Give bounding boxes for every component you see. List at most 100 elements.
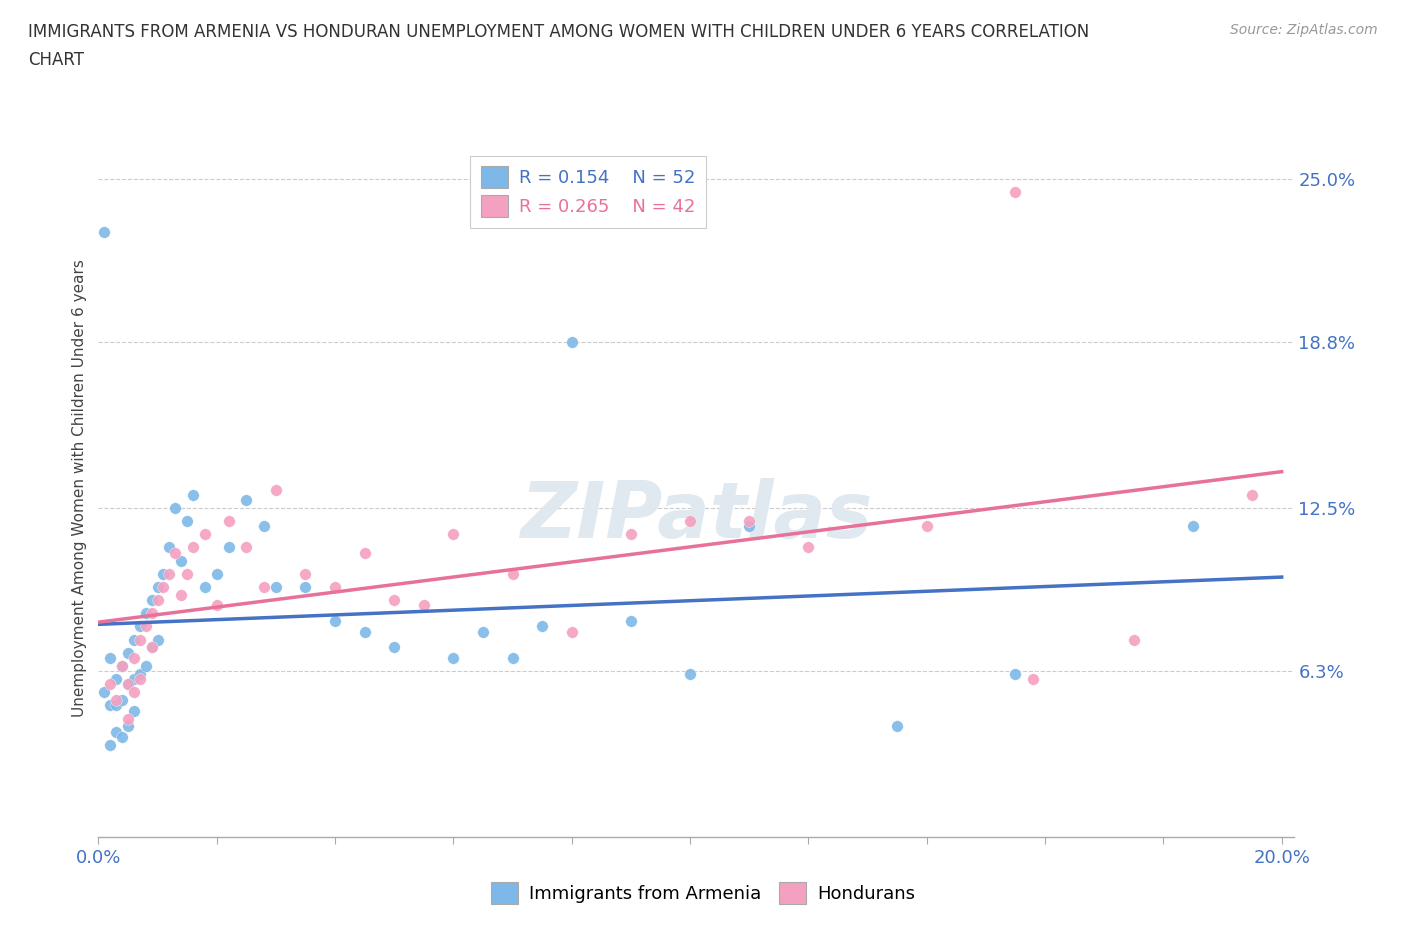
Point (170, 553, 193, 568)
Point (122, 703, 145, 718)
Point (1004, 667, 1026, 682)
Point (165, 545, 187, 560)
Point (679, 667, 702, 682)
Point (253, 519, 276, 534)
Point (128, 671, 150, 686)
Point (117, 677, 139, 692)
Text: IMMIGRANTS FROM ARMENIA VS HONDURAN UNEMPLOYMENT AMONG WOMEN WITH CHILDREN UNDER: IMMIGRANTS FROM ARMENIA VS HONDURAN UNEM… (28, 23, 1090, 41)
Point (441, 651, 464, 666)
Point (531, 619, 554, 634)
Point (176, 566, 198, 581)
Point (117, 677, 139, 692)
Point (620, 527, 643, 542)
Point (412, 598, 434, 613)
Point (98, 677, 121, 692)
Point (122, 632, 145, 647)
Point (152, 579, 174, 594)
Point (1022, 671, 1045, 686)
Point (738, 513, 761, 528)
Legend: R = 0.154    N = 52, R = 0.265    N = 42: R = 0.154 N = 52, R = 0.265 N = 42 (471, 155, 706, 228)
Point (679, 513, 702, 528)
Point (122, 671, 145, 686)
Legend: Immigrants from Armenia, Hondurans: Immigrants from Armenia, Hondurans (484, 875, 922, 911)
Point (797, 540, 820, 555)
Point (194, 527, 217, 542)
Point (157, 566, 180, 581)
Point (561, 335, 583, 350)
Point (135, 619, 157, 634)
Point (472, 624, 495, 639)
Point (561, 624, 583, 639)
Point (141, 640, 163, 655)
Point (1241, 487, 1264, 502)
Point (218, 540, 240, 555)
Point (105, 698, 128, 712)
Point (135, 658, 157, 673)
Point (915, 519, 938, 534)
Point (323, 614, 346, 629)
Point (111, 693, 134, 708)
Point (382, 592, 405, 607)
Y-axis label: Unemployment Among Women with Children Under 6 years: Unemployment Among Women with Children U… (72, 259, 87, 717)
Point (1004, 185, 1026, 200)
Text: Source: ZipAtlas.com: Source: ZipAtlas.com (1230, 23, 1378, 37)
Point (141, 592, 163, 607)
Point (181, 487, 204, 502)
Point (886, 719, 908, 734)
Point (146, 592, 169, 607)
Point (128, 667, 150, 682)
Point (502, 566, 524, 581)
Point (181, 540, 204, 555)
Point (294, 579, 316, 594)
Point (111, 658, 134, 673)
Point (264, 482, 287, 497)
Point (98, 651, 121, 666)
Point (620, 614, 643, 629)
Point (218, 513, 240, 528)
Point (105, 671, 128, 686)
Point (264, 579, 287, 594)
Point (98, 737, 121, 752)
Text: ZIPatlas: ZIPatlas (520, 478, 872, 554)
Point (205, 566, 228, 581)
Point (1122, 632, 1144, 647)
Point (122, 651, 145, 666)
Text: CHART: CHART (28, 51, 84, 69)
Point (141, 640, 163, 655)
Point (353, 624, 375, 639)
Point (176, 513, 198, 528)
Point (323, 579, 346, 594)
Point (111, 729, 134, 744)
Point (382, 640, 405, 655)
Point (170, 588, 193, 603)
Point (157, 540, 180, 555)
Point (502, 651, 524, 666)
Point (194, 579, 217, 594)
Point (135, 605, 157, 620)
Point (738, 519, 761, 534)
Point (105, 693, 128, 708)
Point (93, 684, 115, 699)
Point (117, 645, 139, 660)
Point (117, 711, 139, 726)
Point (128, 619, 150, 634)
Point (235, 493, 257, 508)
Point (111, 658, 134, 673)
Point (441, 527, 464, 542)
Point (128, 632, 150, 647)
Point (122, 684, 145, 699)
Point (253, 579, 276, 594)
Point (205, 598, 228, 613)
Point (105, 724, 128, 739)
Point (141, 605, 163, 620)
Point (93, 224, 115, 239)
Point (117, 719, 139, 734)
Point (353, 545, 375, 560)
Point (235, 540, 257, 555)
Point (98, 698, 121, 712)
Point (294, 566, 316, 581)
Point (152, 566, 174, 581)
Point (165, 500, 187, 515)
Point (146, 632, 169, 647)
Point (146, 579, 169, 594)
